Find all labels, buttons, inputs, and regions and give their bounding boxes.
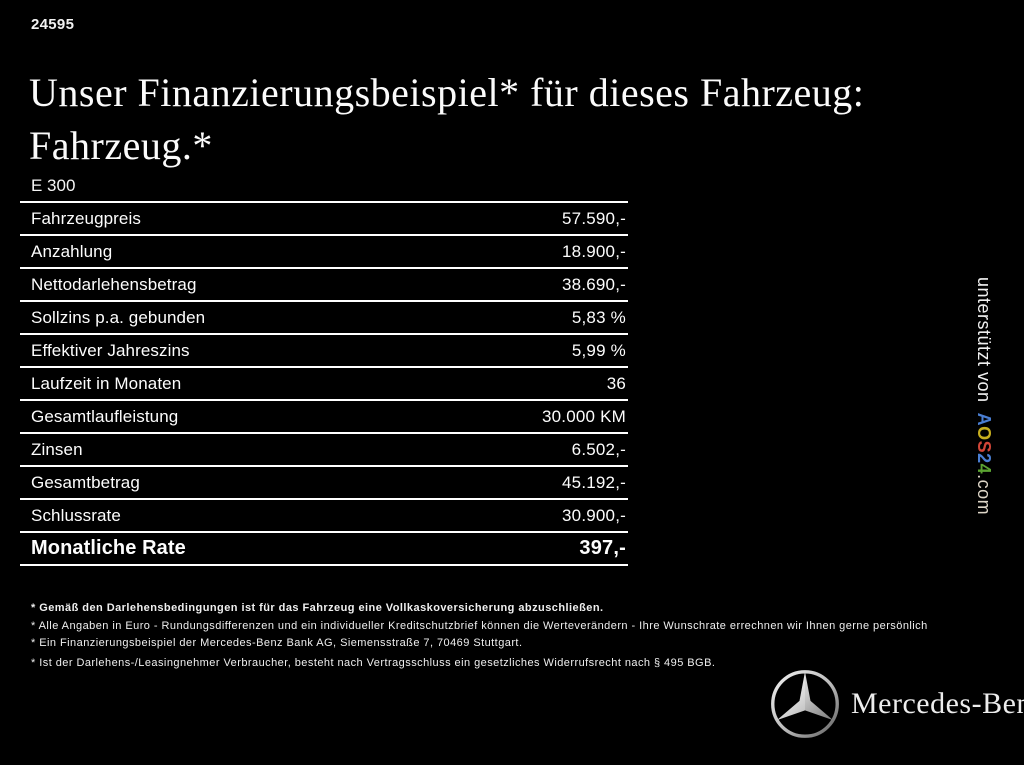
footnote-vollkasko: * Gemäß den Darlehensbedingungen ist für… bbox=[31, 602, 604, 614]
footnote-finanzierungsbeispiel: * Ein Finanzierungsbeispiel der Mercedes… bbox=[31, 637, 523, 649]
row-label: Gesamtbetrag bbox=[31, 472, 140, 492]
footnote-widerrufsrecht: * Ist der Darlehens-/Leasingnehmer Verbr… bbox=[31, 656, 716, 669]
sponsor-letter-a: A bbox=[974, 412, 994, 427]
row-label: Anzahlung bbox=[31, 241, 113, 261]
table-row-fahrzeugpreis: Fahrzeugpreis 57.590,- bbox=[20, 203, 628, 236]
sponsor-letter-o: O bbox=[974, 426, 994, 441]
table-row-schlussrate: Schlussrate 30.900,- bbox=[20, 500, 628, 533]
row-value: 30.900,- bbox=[562, 505, 626, 525]
table-row-sollzins: Sollzins p.a. gebunden 5,83 % bbox=[20, 302, 628, 335]
footnote-angaben-euro: * Alle Angaben in Euro - Rundungsdiffere… bbox=[31, 619, 928, 632]
table-row-gesamtlaufleistung: Gesamtlaufleistung 30.000 KM bbox=[20, 401, 628, 434]
finance-table: Fahrzeugpreis 57.590,- Anzahlung 18.900,… bbox=[20, 201, 628, 566]
table-row-effektiver-jahreszins: Effektiver Jahreszins 5,99 % bbox=[20, 335, 628, 368]
row-value: 5,83 % bbox=[571, 307, 626, 327]
row-label: Schlussrate bbox=[31, 505, 121, 525]
row-value: 397,- bbox=[579, 537, 626, 559]
row-value: 38.690,- bbox=[562, 274, 626, 294]
row-value: 18.900,- bbox=[562, 241, 626, 261]
row-value: 6.502,- bbox=[571, 439, 626, 459]
row-value: 45.192,- bbox=[562, 472, 626, 492]
row-label: Laufzeit in Monaten bbox=[31, 373, 182, 393]
row-value: 36 bbox=[606, 373, 626, 393]
row-label: Effektiver Jahreszins bbox=[31, 340, 190, 360]
row-value: 5,99 % bbox=[571, 340, 626, 360]
sponsor-letter-s: S bbox=[974, 440, 994, 454]
sponsor-letter-2: 2 bbox=[974, 453, 994, 464]
document-number: 24595 bbox=[31, 16, 75, 33]
row-label: Nettodarlehensbetrag bbox=[31, 274, 197, 294]
row-label: Fahrzeugpreis bbox=[31, 208, 141, 228]
sponsor-vertical-text: unterstützt von AOS24.com bbox=[973, 277, 994, 567]
brand-name: Mercedes-Benz bbox=[851, 687, 1024, 720]
table-row-laufzeit: Laufzeit in Monaten 36 bbox=[20, 368, 628, 401]
row-value: 57.590,- bbox=[562, 208, 626, 228]
table-row-gesamtbetrag: Gesamtbetrag 45.192,- bbox=[20, 467, 628, 500]
row-label: Sollzins p.a. gebunden bbox=[31, 307, 206, 327]
row-label: Zinsen bbox=[31, 439, 83, 459]
page-title: Unser Finanzierungsbeispiel* für dieses … bbox=[29, 66, 864, 172]
sponsor-prefix: unterstützt von bbox=[974, 277, 994, 403]
page-title-line2: Fahrzeug.* bbox=[29, 123, 213, 168]
vehicle-model-label: E 300 bbox=[31, 176, 76, 195]
page-title-line1: Unser Finanzierungsbeispiel* für dieses … bbox=[29, 70, 865, 115]
mercedes-star-icon bbox=[768, 667, 842, 741]
sponsor-suffix: .com bbox=[974, 474, 994, 516]
row-value: 30.000 KM bbox=[541, 406, 626, 426]
table-row-monatliche-rate: Monatliche Rate 397,- bbox=[20, 533, 628, 566]
row-label: Monatliche Rate bbox=[31, 537, 186, 559]
brand-block: Mercedes-Benz bbox=[768, 667, 1024, 741]
row-label: Gesamtlaufleistung bbox=[31, 406, 179, 426]
sponsor-letter-4: 4 bbox=[974, 463, 994, 475]
footnotes: * Gemäß den Darlehensbedingungen ist für… bbox=[31, 600, 996, 672]
table-row-zinsen: Zinsen 6.502,- bbox=[20, 434, 628, 467]
table-row-anzahlung: Anzahlung 18.900,- bbox=[20, 236, 628, 269]
table-row-nettodarlehensbetrag: Nettodarlehensbetrag 38.690,- bbox=[20, 269, 628, 302]
